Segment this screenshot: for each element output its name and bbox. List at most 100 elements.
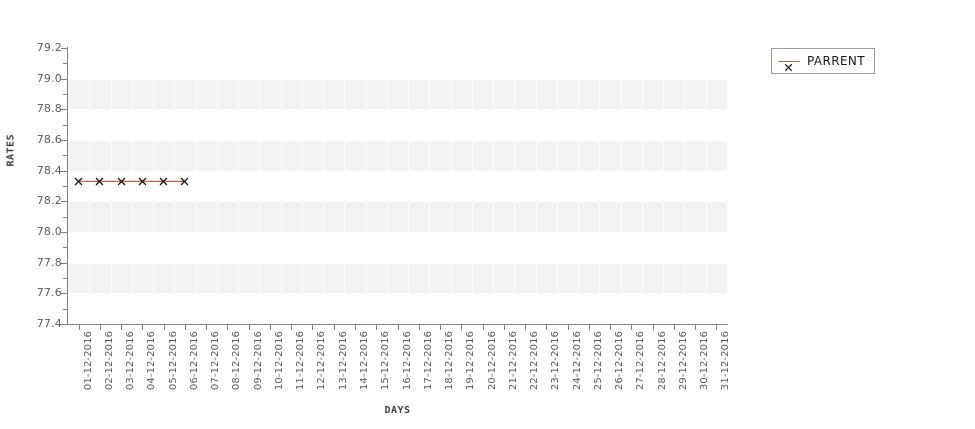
y-tick-label: 77.4 <box>36 317 62 330</box>
y-tick-label: 78.6 <box>36 133 62 146</box>
x-tick-label: 10-12-2016 <box>273 331 285 391</box>
x-tick-label: 01-12-2016 <box>82 331 94 391</box>
gridline-vertical <box>705 48 707 324</box>
x-tick <box>567 325 569 330</box>
y-tick-label: 79.0 <box>36 71 62 85</box>
grid-band <box>68 201 727 232</box>
x-tick <box>184 325 186 330</box>
y-tick-minor <box>63 155 68 157</box>
gridline-vertical <box>578 48 580 324</box>
y-tick-minor <box>63 94 68 95</box>
gridline-vertical <box>429 48 431 324</box>
y-tick-major <box>61 48 68 49</box>
x-tick <box>503 325 505 330</box>
y-tick-major <box>61 109 68 111</box>
y-axis-title: RATES <box>5 133 17 167</box>
gridline-vertical <box>153 48 155 324</box>
x-tick <box>142 325 144 330</box>
x-tick-label: 02-12-2016 <box>103 331 115 391</box>
gridline-vertical <box>450 48 452 324</box>
y-tick-major <box>61 78 68 80</box>
x-tick-label: 15-12-2016 <box>380 331 392 391</box>
x-tick <box>163 325 165 330</box>
plot-area <box>68 48 727 324</box>
gridline-vertical <box>131 48 133 324</box>
x-tick-label: 04-12-2016 <box>146 331 158 391</box>
y-tick-label: 78.8 <box>36 102 62 116</box>
y-tick-label: 77.6 <box>36 286 62 300</box>
gridline-vertical <box>471 48 473 324</box>
x-tick <box>206 325 208 330</box>
gridline-vertical <box>89 48 91 324</box>
legend-marker-icon <box>778 56 800 71</box>
x-axis-title: DAYS <box>384 405 411 416</box>
gridline-horizontal <box>68 170 727 172</box>
x-tick-label: 25-12-2016 <box>592 331 604 391</box>
y-tick-minor <box>63 124 68 126</box>
x-tick-label: 17-12-2016 <box>422 331 434 391</box>
x-tick-label: 24-12-2016 <box>571 331 583 391</box>
y-tick-label: 79.2 <box>36 41 62 54</box>
y-tick-major <box>61 170 68 172</box>
grid-band <box>68 78 727 110</box>
x-tick <box>99 325 101 330</box>
x-axis-spine <box>67 324 728 325</box>
legend-label-parrent: PARRENT <box>807 54 866 68</box>
x-tick-label: 20-12-2016 <box>486 331 498 391</box>
x-tick <box>652 325 654 330</box>
gridline-horizontal <box>68 140 727 141</box>
y-tick-major <box>61 232 68 233</box>
gridline-vertical <box>641 48 643 324</box>
x-tick-label: 28-12-2016 <box>656 331 668 391</box>
x-tick-label: 05-12-2016 <box>167 331 179 391</box>
gridline-horizontal <box>68 293 727 295</box>
x-tick-label: 18-12-2016 <box>444 331 456 391</box>
gridline-vertical <box>663 48 665 324</box>
y-tick-label: 78.2 <box>36 194 62 208</box>
x-tick-label: 11-12-2016 <box>295 331 307 391</box>
x-tick-label: 31-12-2016 <box>720 331 732 391</box>
gridline-vertical <box>110 48 112 324</box>
gridline-vertical <box>174 48 176 324</box>
x-tick <box>525 325 527 330</box>
gridline-vertical <box>301 48 303 324</box>
x-tick <box>610 325 612 330</box>
x-tick <box>631 325 633 330</box>
gridline-vertical <box>238 48 240 324</box>
x-tick-label: 19-12-2016 <box>465 331 477 391</box>
x-tick-label: 23-12-2016 <box>550 331 562 391</box>
data-point-marker <box>138 177 147 186</box>
gridline-horizontal <box>68 109 727 111</box>
x-tick-label: 26-12-2016 <box>614 331 626 391</box>
x-tick-label: 06-12-2016 <box>188 331 200 391</box>
y-tick-major <box>61 262 68 264</box>
x-tick <box>78 325 80 330</box>
y-tick-major <box>61 140 68 141</box>
series-line-parrent <box>78 180 185 183</box>
gridline-horizontal <box>68 201 727 203</box>
data-point-marker <box>180 177 189 186</box>
x-tick-label: 27-12-2016 <box>635 331 647 391</box>
gridline-vertical <box>259 48 261 324</box>
gridline-vertical <box>408 48 410 324</box>
x-tick-label: 12-12-2016 <box>316 331 328 391</box>
gridline-vertical <box>493 48 495 324</box>
legend[interactable]: PARRENT <box>771 48 876 74</box>
x-tick <box>461 325 463 330</box>
gridline-vertical <box>514 48 516 324</box>
gridline-vertical <box>365 48 367 324</box>
x-tick <box>333 325 335 330</box>
gridline-horizontal <box>68 262 727 264</box>
gridline-vertical <box>599 48 601 324</box>
gridline-horizontal <box>68 232 727 233</box>
y-tick-label: 78.4 <box>36 163 62 177</box>
y-tick-major <box>61 324 68 325</box>
gridline-horizontal <box>68 48 727 49</box>
x-tick <box>291 325 293 330</box>
y-tick-minor <box>63 247 68 249</box>
x-tick-label: 29-12-2016 <box>677 331 689 391</box>
y-tick-label: 77.8 <box>36 255 62 269</box>
y-tick-major <box>61 201 68 203</box>
x-tick-label: 13-12-2016 <box>337 331 349 391</box>
